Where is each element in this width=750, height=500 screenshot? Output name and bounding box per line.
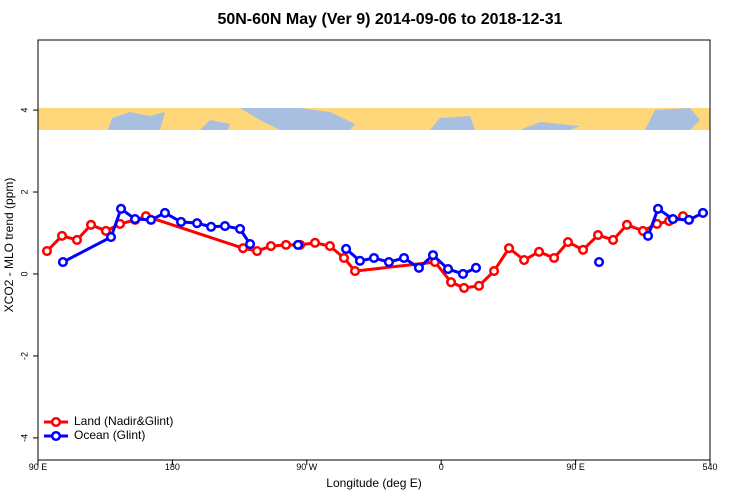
data-point <box>252 245 263 257</box>
data-point <box>115 203 127 214</box>
y-tick-label: 2 <box>19 190 29 195</box>
x-tick-label: 180 <box>165 462 180 472</box>
data-point <box>85 219 97 230</box>
data-point <box>100 225 111 236</box>
data-point <box>427 250 439 261</box>
x-tick-label: 540 <box>702 462 717 472</box>
data-point <box>265 241 277 252</box>
data-point <box>292 239 304 250</box>
y-tick-label: 4 <box>19 108 29 113</box>
data-point <box>503 243 515 254</box>
data-point <box>206 221 217 232</box>
data-point <box>191 218 203 229</box>
data-point <box>642 230 654 241</box>
legend-marker <box>50 416 62 428</box>
data-point <box>533 246 545 257</box>
data-point <box>338 252 350 264</box>
data-point <box>621 219 633 230</box>
x-tick-label: 90 E <box>29 462 48 472</box>
data-point <box>349 266 361 277</box>
data-point <box>683 214 694 225</box>
data-point <box>458 282 470 293</box>
data-point <box>697 207 709 218</box>
data-point <box>398 252 410 264</box>
data-point <box>234 223 246 234</box>
data-point <box>446 277 457 288</box>
map-strip <box>38 108 710 130</box>
data-point <box>145 214 157 225</box>
chart-title: 50N-60N May (Ver 9) 2014-09-06 to 2018-1… <box>217 11 562 28</box>
data-point <box>237 243 249 254</box>
data-point <box>608 234 619 246</box>
data-point <box>159 207 170 218</box>
y-axis-label: XCO2 - MLO trend (ppm) <box>2 178 16 313</box>
data-point <box>489 266 500 277</box>
data-point <box>578 244 589 255</box>
data-point <box>354 255 366 266</box>
data-point <box>443 264 454 275</box>
series-line <box>62 206 704 276</box>
data-point <box>56 230 68 241</box>
legend-label: Ocean (Glint) <box>74 428 145 442</box>
data-point <box>71 234 83 246</box>
data-point <box>383 257 394 268</box>
data-point <box>562 236 574 248</box>
data-point <box>130 214 141 225</box>
plot-frame <box>37 39 711 461</box>
data-point <box>473 280 485 291</box>
legend-label: Land (Nadir&Glint) <box>74 414 173 428</box>
data-point <box>280 239 292 250</box>
data-point <box>667 214 679 225</box>
data-point <box>41 245 53 257</box>
data-point <box>309 237 321 248</box>
data-point <box>341 243 352 255</box>
data-point <box>413 262 424 273</box>
data-point <box>245 239 256 250</box>
data-point <box>457 268 469 280</box>
y-tick-label: -4 <box>19 434 29 442</box>
x-tick-label: 0 <box>439 462 444 472</box>
y-tick-label: 0 <box>19 271 29 276</box>
data-point <box>105 232 117 243</box>
data-point <box>592 229 604 241</box>
x-tick-label: 90 W <box>296 462 318 472</box>
data-point <box>368 252 380 264</box>
data-point <box>652 203 664 214</box>
data-point <box>219 220 231 232</box>
legend-marker <box>50 430 62 442</box>
x-axis-label: Longitude (deg E) <box>326 476 421 490</box>
data-point <box>470 262 482 273</box>
data-point <box>519 254 530 266</box>
data-point <box>57 257 68 268</box>
x-tick-label: 90 E <box>566 462 585 472</box>
data-point <box>324 241 335 252</box>
data-point <box>549 252 560 264</box>
data-point <box>593 257 605 268</box>
data-point <box>176 216 187 227</box>
y-tick-label: -2 <box>19 352 29 360</box>
